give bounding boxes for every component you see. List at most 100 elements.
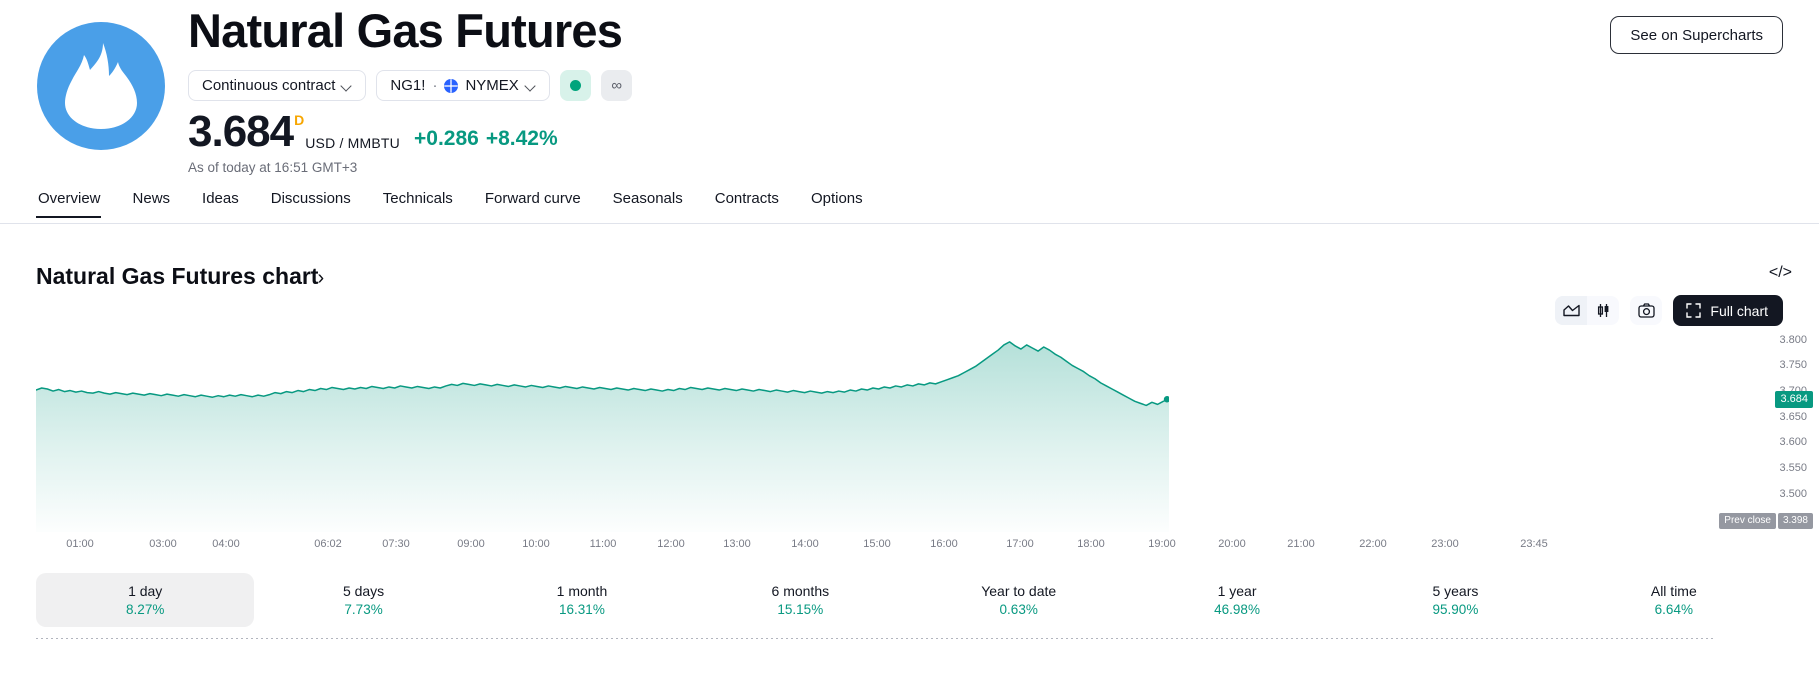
price-change-absolute: +0.286 (414, 127, 479, 150)
area-line (36, 341, 1169, 407)
period-change-value: 8.27% (126, 602, 165, 617)
continuous-contract-selector[interactable]: Continuous contract (188, 70, 367, 101)
page-title: Natural Gas Futures (188, 4, 623, 57)
instrument-logo (37, 22, 165, 150)
tab-label: Ideas (202, 190, 239, 207)
period-6-months[interactable]: 6 months 15.15% (691, 573, 909, 627)
symbol-separator: · (432, 77, 438, 94)
period-change-value: 16.31% (559, 602, 605, 617)
last-price-dot (1163, 396, 1169, 403)
tab-label: Forward curve (484, 190, 581, 207)
embed-code-icon[interactable]: </> (1768, 264, 1792, 281)
time-axis-tick: 12:00 (657, 538, 685, 550)
period-all-time[interactable]: All time 6.64% (1565, 573, 1783, 627)
period-label: 6 months (771, 583, 830, 599)
period-label: 5 years (1432, 583, 1479, 599)
exchange-label: NYMEX (465, 77, 519, 94)
symbol-badge-row: Continuous contract NG1! · NYMEX ∞ (188, 70, 632, 101)
tab-ideas[interactable]: Ideas (186, 190, 255, 218)
time-axis-tick: 01:00 (66, 538, 94, 550)
symbol-ticker: NG1! (390, 77, 426, 94)
area-fill (36, 341, 1169, 532)
tab-technicals[interactable]: Technicals (367, 190, 469, 218)
price-axis-tick: 3.700 (1779, 386, 1807, 397)
chart-title[interactable]: Natural Gas Futures chart› (36, 263, 324, 290)
period-label: 1 month (556, 583, 608, 599)
chart-plot-area[interactable]: TradingView (36, 327, 1783, 639)
tabs-divider (0, 223, 1819, 224)
period-label: 5 days (342, 583, 385, 599)
time-axis-tick: 13:00 (723, 538, 751, 550)
time-axis-tick: 18:00 (1077, 538, 1105, 550)
tab-contracts[interactable]: Contracts (699, 190, 795, 218)
chevron-down-icon (526, 81, 536, 91)
period-change-value: 46.98% (1214, 602, 1260, 617)
period-label: All time (1650, 583, 1697, 599)
time-axis: 01:00 03:00 04:00 06:02 07:30 09:00 10:00 11:00… (36, 538, 1819, 554)
tab-label: Options (810, 190, 863, 207)
period-label: Year to date (981, 583, 1057, 599)
time-axis-tick: 03:00 (149, 538, 177, 550)
full-chart-button[interactable]: Full chart (1673, 295, 1783, 326)
time-axis-tick: 04:00 (212, 538, 240, 550)
chart-toolbar: Full chart (1555, 295, 1783, 326)
period-label: 1 year (1217, 583, 1257, 599)
prev-close-dashed-line (36, 638, 1713, 639)
tab-label: Technicals (382, 190, 453, 207)
period-1-day[interactable]: 1 day 8.27% (36, 573, 255, 627)
price-axis-tick: 3.500 (1779, 487, 1807, 500)
see-on-supercharts-button[interactable]: See on Supercharts (1610, 16, 1783, 54)
time-axis-tick: 16:00 (930, 538, 958, 550)
time-axis-tick: 15:00 (863, 538, 891, 550)
period-year-to-date[interactable]: Year to date 0.63% (910, 573, 1128, 627)
globe-icon (444, 78, 459, 93)
price-area-series (36, 341, 1169, 532)
area-chart-icon[interactable] (1555, 296, 1588, 325)
time-axis-tick: 14:00 (791, 538, 819, 550)
prev-close-value: 3.398 (1777, 513, 1813, 529)
price-axis: 3.8003.7503.7003.6503.6003.5503.5003.450… (1749, 327, 1819, 532)
tab-forward-curve[interactable]: Forward curve (469, 190, 597, 218)
chart-type-group (1555, 296, 1620, 325)
tab-discussions[interactable]: Discussions (255, 190, 367, 218)
period-change-value: 6.64% (1654, 602, 1693, 617)
tab-overview[interactable]: Overview (36, 190, 117, 218)
logo-circle (37, 22, 165, 150)
area-chart-glyph (1563, 304, 1580, 317)
time-axis-tick: 11:00 (589, 538, 617, 550)
time-axis-tick: 19:00 (1148, 538, 1176, 550)
tab-label: News (132, 190, 171, 207)
tab-options[interactable]: Options (795, 190, 879, 218)
price-change-percent: +8.42% (485, 127, 558, 150)
camera-snapshot-icon[interactable] (1630, 296, 1663, 325)
last-price: 3.684 (188, 107, 294, 156)
price-axis-tick: 3.650 (1779, 410, 1807, 423)
tab-label: Discussions (270, 190, 351, 207)
period-1-year[interactable]: 1 year 46.98% (1128, 573, 1346, 627)
period-5-days[interactable]: 5 days 7.73% (254, 573, 472, 627)
prev-close-badges: Prev close 3.398 (1719, 513, 1813, 529)
prev-close-label: Prev close (1719, 513, 1776, 529)
expand-icon (1686, 303, 1702, 318)
market-open-badge[interactable] (559, 70, 591, 101)
tab-label: Seasonals (612, 190, 683, 207)
period-5-years[interactable]: 5 years 95.90% (1346, 573, 1564, 627)
candlestick-chart-icon[interactable] (1587, 296, 1619, 325)
time-axis-tick: 17:00 (1006, 538, 1034, 550)
candlestick-glyph (1597, 304, 1609, 317)
current-price-badge: 3.684 (1775, 391, 1813, 409)
time-axis-tick: 10:00 (522, 538, 550, 550)
symbol-exchange-selector[interactable]: NG1! · NYMEX (376, 70, 550, 101)
period-1-month[interactable]: 1 month 16.31% (473, 573, 691, 627)
instrument-header: Natural Gas Futures Continuous contract … (0, 0, 1819, 190)
tab-seasonals[interactable]: Seasonals (597, 190, 699, 218)
section-tabs: Overview News Ideas Discussions Technicals Fo… (36, 190, 879, 218)
price-axis-tick: 3.600 (1779, 436, 1807, 449)
period-selector: 1 day 8.27% 5 days 7.73% 1 month 16.31% 6 mont… (36, 573, 1783, 627)
tab-news[interactable]: News (117, 190, 187, 218)
continuous-contract-label: Continuous contract (202, 77, 336, 94)
time-axis-tick: 21:00 (1287, 538, 1315, 550)
camera-glyph (1638, 303, 1655, 318)
continuous-badge[interactable]: ∞ (600, 70, 632, 101)
